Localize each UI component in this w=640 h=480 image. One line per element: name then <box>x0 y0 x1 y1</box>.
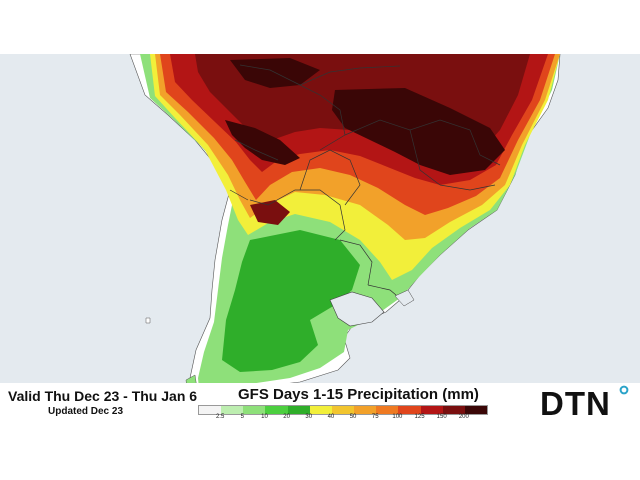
legend-swatch <box>243 406 266 414</box>
legend-swatch <box>331 406 355 414</box>
legend-label: 150 <box>436 414 447 420</box>
legend-swatch <box>309 406 332 414</box>
legend-swatch <box>199 406 222 414</box>
legend-swatch <box>287 406 310 414</box>
valid-date-range: Valid Thu Dec 23 - Thu Jan 6 <box>8 388 198 404</box>
precip-legend <box>198 405 488 415</box>
legend-swatch <box>221 406 244 414</box>
dtn-logo: DTN <box>540 385 611 422</box>
legend-swatch <box>398 406 421 414</box>
legend-label: 125 <box>414 414 425 420</box>
precip-legend-labels: 2.5 5 10 20 30 40 50 75 100 125 150 200 <box>198 414 488 424</box>
legend-label: 75 <box>371 414 379 420</box>
legend-swatch <box>354 406 377 414</box>
legend-label: 200 <box>458 414 469 420</box>
lagoon <box>394 289 415 307</box>
legend-label: 20 <box>283 414 290 420</box>
legend-swatch <box>376 406 399 414</box>
updated-date: Updated Dec 23 <box>48 406 124 417</box>
legend-label: 40 <box>327 414 335 420</box>
logo-accent-icon <box>619 385 629 395</box>
river-plate <box>329 291 385 327</box>
legend-label: 2.5 <box>215 414 225 420</box>
legend-swatch <box>265 406 288 414</box>
band-darkest-north <box>230 58 320 88</box>
island-1 <box>145 317 151 324</box>
map-title: GFS Days 1-15 Precipitation (mm) <box>238 386 479 403</box>
legend-swatch <box>464 406 488 414</box>
band-darkest <box>332 88 505 175</box>
legend-label: 5 <box>240 414 244 420</box>
legend-label: 30 <box>305 414 313 420</box>
band-green <box>222 230 360 372</box>
footer-panel <box>0 383 640 426</box>
legend-swatch <box>442 406 465 414</box>
country-borders <box>229 64 501 301</box>
precip-field <box>140 54 560 400</box>
legend-label: 10 <box>261 414 268 420</box>
legend-label: 100 <box>392 414 403 420</box>
band-darkest-west <box>225 120 300 165</box>
band-dark-red-spot <box>250 200 290 225</box>
precipitation-map <box>0 54 640 426</box>
legend-swatch <box>420 406 443 414</box>
legend-label: 50 <box>349 414 357 420</box>
